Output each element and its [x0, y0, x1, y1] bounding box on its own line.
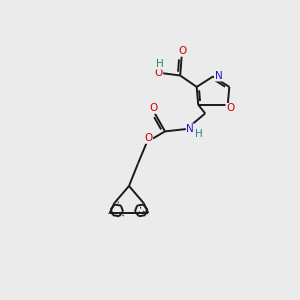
Text: O: O [178, 46, 186, 56]
Text: H: H [156, 59, 164, 69]
Text: O: O [144, 133, 153, 143]
Text: O: O [149, 103, 157, 113]
Text: N: N [186, 124, 194, 134]
Text: O: O [226, 103, 234, 113]
Text: N: N [214, 71, 222, 81]
Text: O: O [154, 68, 163, 78]
Text: H: H [195, 129, 203, 140]
